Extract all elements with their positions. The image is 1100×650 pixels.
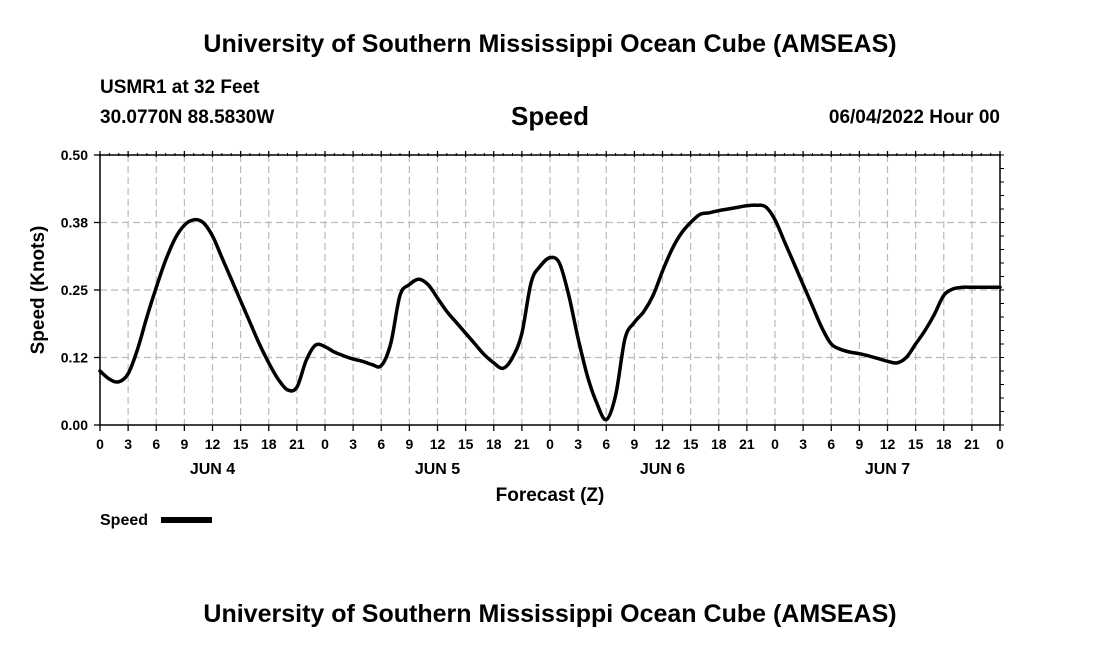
day-labels: JUN 4 JUN 5 JUN 6 JUN 7 xyxy=(190,461,910,478)
speed-series-line xyxy=(98,203,1002,422)
x-tick-label: 3 xyxy=(799,436,807,452)
x-tick-label: 15 xyxy=(908,436,924,452)
day-label: JUN 4 xyxy=(190,461,235,478)
x-tick-label: 0 xyxy=(96,436,104,452)
x-tick-labels: 0 3 6 9 12 15 18 21 0 3 6 9 12 15 18 21 0 3 6 9 12 15 18 21 0 3 6 9… xyxy=(96,436,1004,452)
x-tick-label: 21 xyxy=(964,436,980,452)
x-tick-label: 9 xyxy=(405,436,413,452)
x-tick-label: 3 xyxy=(349,436,357,452)
x-tick-label: 6 xyxy=(152,436,160,452)
x-tick-label: 12 xyxy=(880,436,896,452)
x-tick-label: 18 xyxy=(261,436,277,452)
day-label: JUN 7 xyxy=(865,461,910,478)
x-tick-label: 0 xyxy=(321,436,329,452)
x-tick-label: 6 xyxy=(377,436,385,452)
footer-title: University of Southern Mississippi Ocean… xyxy=(203,600,897,628)
x-tick-label: 15 xyxy=(458,436,474,452)
x-tick-label: 21 xyxy=(289,436,305,452)
x-tick-label: 0 xyxy=(996,436,1004,452)
x-tick-label: 15 xyxy=(233,436,249,452)
station-label: USMR1 at 32 Feet xyxy=(100,77,260,98)
y-tick-label: 0.00 xyxy=(61,417,88,433)
x-tick-label: 21 xyxy=(514,436,530,452)
y-tick-label: 0.25 xyxy=(61,282,88,298)
station-location: 30.0770N 88.5830W xyxy=(100,107,275,128)
x-tick-label: 18 xyxy=(711,436,727,452)
y-axis-title: Speed (Knots) xyxy=(28,226,49,355)
chart-title: University of Southern Mississippi Ocean… xyxy=(203,30,897,58)
y-tick-label: 0.38 xyxy=(61,215,88,231)
x-tick-label: 12 xyxy=(655,436,671,452)
x-tick-label: 12 xyxy=(205,436,221,452)
variable-title: Speed xyxy=(510,101,590,131)
x-tick-label: 12 xyxy=(430,436,446,452)
x-tick-label: 21 xyxy=(739,436,755,452)
y-tick-label: 0.12 xyxy=(61,350,88,366)
day-label: JUN 6 xyxy=(640,461,685,478)
x-tick-label: 15 xyxy=(683,436,699,452)
x-tick-label: 3 xyxy=(574,436,582,452)
forecast-date: 06/04/2022 Hour 00 xyxy=(828,107,1000,128)
y-tick-labels: 0.00 0.12 0.25 0.38 0.50 xyxy=(61,147,88,433)
x-tick-label: 0 xyxy=(546,436,554,452)
day-label: JUN 5 xyxy=(415,461,460,478)
x-tick-label: 6 xyxy=(602,436,610,452)
x-tick-label: 3 xyxy=(124,436,132,452)
legend-label: Speed xyxy=(100,512,148,529)
x-axis-title: Forecast (Z) xyxy=(496,485,605,506)
x-tick-label: 9 xyxy=(630,436,638,452)
x-tick-label: 6 xyxy=(827,436,835,452)
x-tick-label: 18 xyxy=(486,436,502,452)
x-tick-label: 9 xyxy=(855,436,863,452)
legend-swatch xyxy=(161,517,212,523)
y-tick-label: 0.50 xyxy=(61,147,88,163)
grid-lines xyxy=(100,155,1000,425)
axis-ticks xyxy=(94,151,1004,431)
x-tick-label: 9 xyxy=(180,436,188,452)
x-tick-label: 0 xyxy=(771,436,779,452)
x-tick-label: 18 xyxy=(936,436,952,452)
